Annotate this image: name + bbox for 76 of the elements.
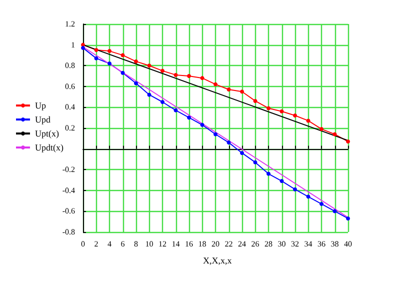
point xyxy=(306,194,310,199)
point xyxy=(200,122,204,127)
y-tick-label: 0.4 xyxy=(65,102,75,112)
x-tick-label: 34 xyxy=(304,240,312,248)
point xyxy=(160,68,164,73)
point xyxy=(266,172,270,176)
legend-label: Updt(x) xyxy=(35,142,64,152)
point xyxy=(187,74,191,78)
point xyxy=(147,92,152,97)
point xyxy=(200,76,204,80)
point xyxy=(280,109,284,114)
point xyxy=(293,114,297,118)
x-tick-label: 32 xyxy=(291,240,299,248)
point xyxy=(187,116,191,120)
point xyxy=(320,127,324,132)
x-tick-label: 16 xyxy=(185,240,193,248)
point xyxy=(293,187,297,192)
x-tick-label: 6 xyxy=(120,240,125,248)
x-tick-label: 10 xyxy=(145,240,154,248)
point xyxy=(240,150,244,155)
point xyxy=(134,59,138,64)
x-tick-label: 28 xyxy=(264,240,272,248)
point xyxy=(214,132,218,136)
point xyxy=(332,209,337,214)
y-tick-label: 0.2 xyxy=(65,124,75,132)
x-tick-label: 4 xyxy=(108,240,112,248)
point xyxy=(240,90,244,94)
point xyxy=(108,62,112,66)
x-tick-label: 40 xyxy=(344,240,352,248)
point xyxy=(94,56,98,60)
y-tick-label: -0.6 xyxy=(62,206,75,216)
x-axis-title: X,X,x,x xyxy=(203,256,232,266)
point xyxy=(147,64,152,68)
legend-label: Up xyxy=(35,100,46,110)
point xyxy=(134,81,138,86)
x-tick-label: 0 xyxy=(81,240,85,248)
x-tick-label: 26 xyxy=(251,240,260,248)
point xyxy=(266,106,270,110)
x-tick-label: 8 xyxy=(134,240,138,248)
point xyxy=(214,82,218,86)
x-tick-label: 20 xyxy=(212,240,220,248)
point xyxy=(226,88,231,92)
y-tick-label: 1 xyxy=(71,40,75,50)
point xyxy=(320,202,324,206)
point xyxy=(280,179,284,184)
point xyxy=(174,72,178,77)
y-tick-label: -0.8 xyxy=(62,228,75,236)
x-tick-label: 14 xyxy=(172,240,180,248)
y-tick-label: -0.4 xyxy=(62,186,75,195)
point xyxy=(306,118,310,123)
y-tick-label: 0.6 xyxy=(65,82,75,91)
x-tick-label: 38 xyxy=(330,240,339,248)
point xyxy=(94,48,98,52)
point xyxy=(332,132,337,136)
y-tick-label: 1.2 xyxy=(65,20,75,28)
x-tick-label: 30 xyxy=(278,240,286,248)
x-tick-label: 22 xyxy=(224,240,233,248)
legend-label: Upt(x) xyxy=(35,128,59,138)
y-tick-label: 0.8 xyxy=(65,61,75,70)
y-tick-label: -0.2 xyxy=(62,165,75,174)
legend-label: Upd xyxy=(35,114,51,124)
point xyxy=(253,98,258,103)
point xyxy=(174,108,178,112)
point xyxy=(160,100,164,104)
point xyxy=(120,70,125,75)
x-tick-label: 18 xyxy=(198,240,206,248)
x-tick-label: 24 xyxy=(238,240,246,248)
point xyxy=(253,160,258,164)
x-tick-label: 2 xyxy=(94,240,98,248)
point xyxy=(226,140,231,145)
point xyxy=(108,49,112,54)
point xyxy=(346,216,350,220)
x-tick-label: 12 xyxy=(158,240,166,248)
x-tick-label: 36 xyxy=(318,240,326,248)
point xyxy=(120,53,125,58)
point xyxy=(346,140,350,144)
